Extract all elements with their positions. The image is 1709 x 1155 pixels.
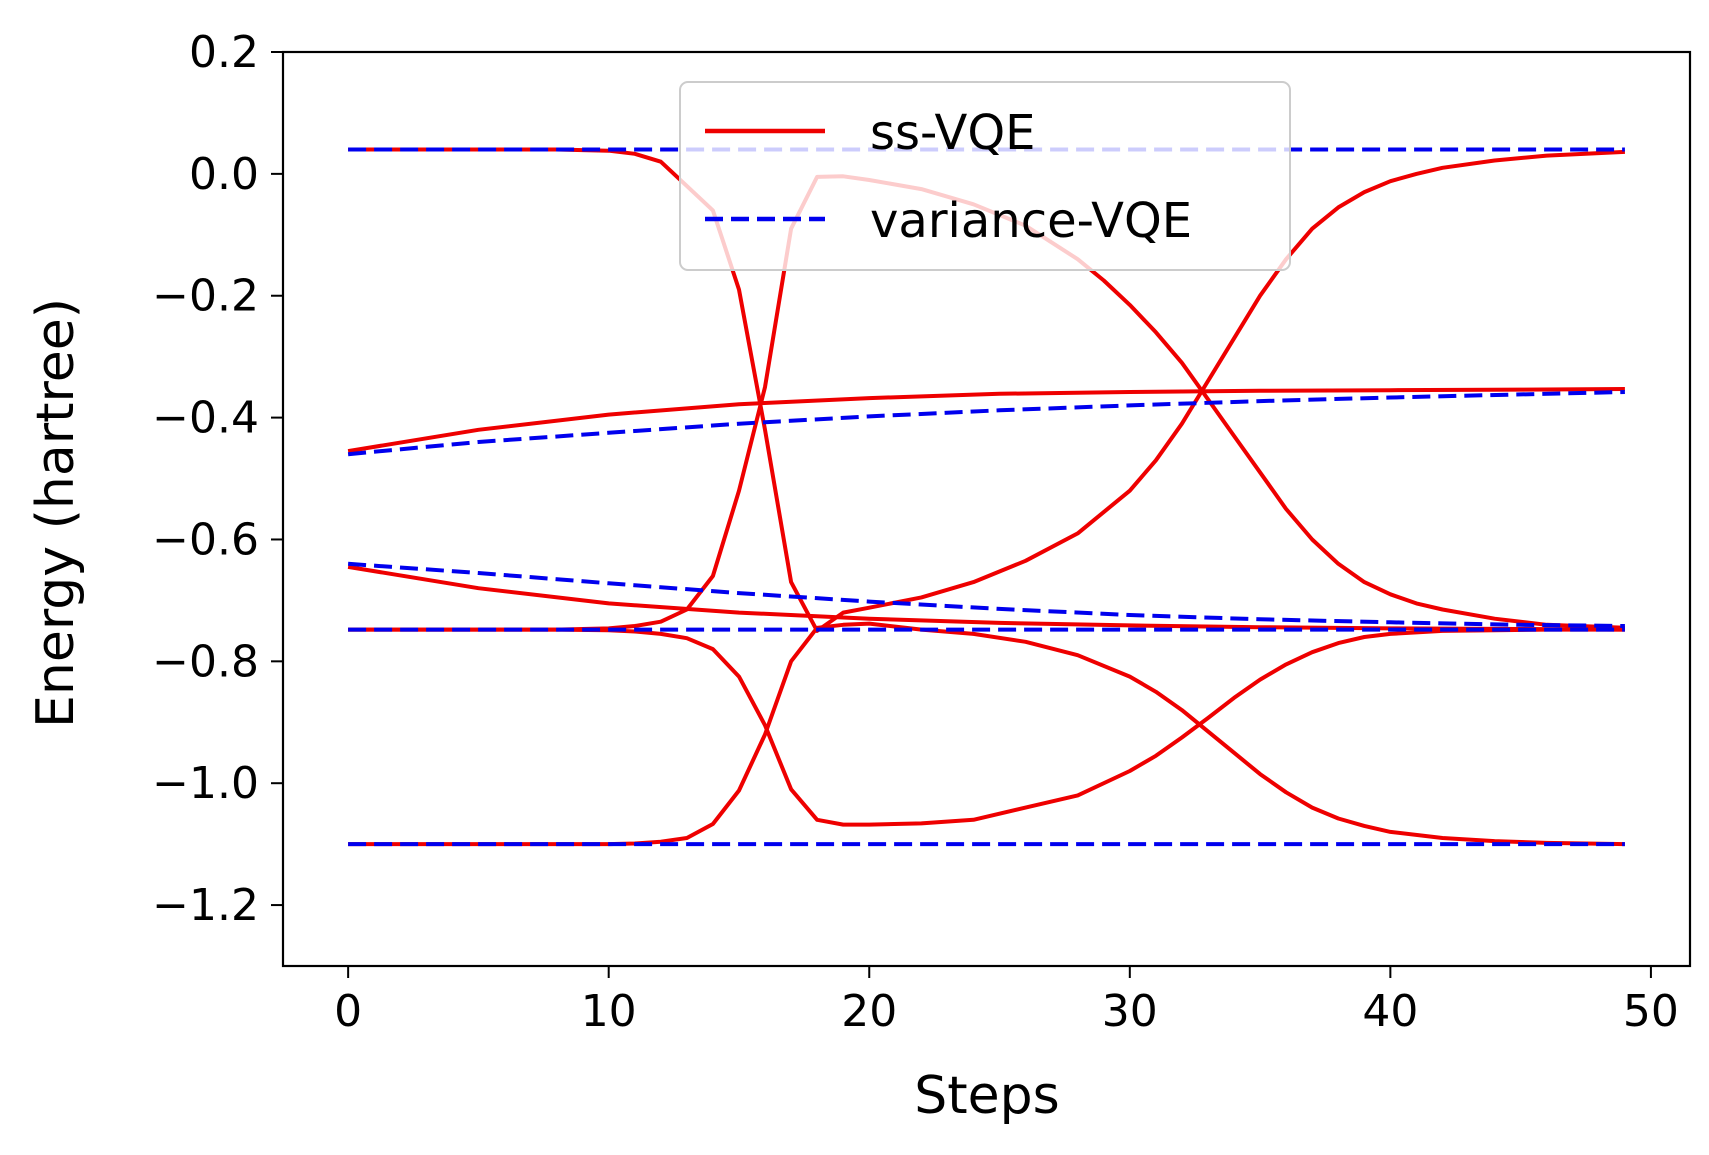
x-tick-label: 30 xyxy=(1102,986,1158,1037)
y-tick-label: −0.2 xyxy=(152,271,259,322)
series-variance-vqe-line-3 xyxy=(347,561,1625,628)
y-tick-label: 0.2 xyxy=(189,27,259,78)
y-axis-label: Energy (hartree) xyxy=(26,298,86,728)
plot-frame xyxy=(281,50,1692,968)
series-ss-vqe-line-5 xyxy=(348,627,1625,827)
series-variance-vqe-line-2 xyxy=(347,390,1625,457)
series-ss-vqe-line-4 xyxy=(347,564,1625,632)
series-ss-vqe-line-3 xyxy=(347,387,1625,454)
x-tick-label: 10 xyxy=(581,986,637,1037)
x-tick-label: 50 xyxy=(1623,986,1679,1037)
y-tick-label: −0.6 xyxy=(152,514,259,565)
x-axis: 0 10 20 30 40 50 xyxy=(334,966,1679,1037)
x-tick-label: 20 xyxy=(841,986,897,1037)
y-axis: 0.2 0.0 −0.2 −0.4 −0.6 −0.8 −1.0 −1.2 xyxy=(152,27,283,931)
legend-box xyxy=(679,81,1291,271)
y-tick-label: −0.4 xyxy=(152,393,259,444)
y-tick-label: −0.8 xyxy=(152,636,259,687)
y-tick-label: 0.0 xyxy=(189,149,259,200)
legend-label-ss-vqe: ss-VQE xyxy=(870,105,1035,161)
series-ss-vqe-line-1 xyxy=(348,147,1625,633)
x-axis-label: Steps xyxy=(914,1066,1060,1126)
x-tick-label: 40 xyxy=(1362,986,1418,1037)
x-tick-label: 0 xyxy=(334,986,362,1037)
y-tick-label: −1.0 xyxy=(152,758,259,809)
legend: ss-VQE variance-VQE xyxy=(679,81,1291,271)
y-tick-label: −1.2 xyxy=(152,880,259,931)
series-ss-vqe-line-6 xyxy=(348,621,1625,847)
legend-label-variance-vqe: variance-VQE xyxy=(870,193,1192,249)
